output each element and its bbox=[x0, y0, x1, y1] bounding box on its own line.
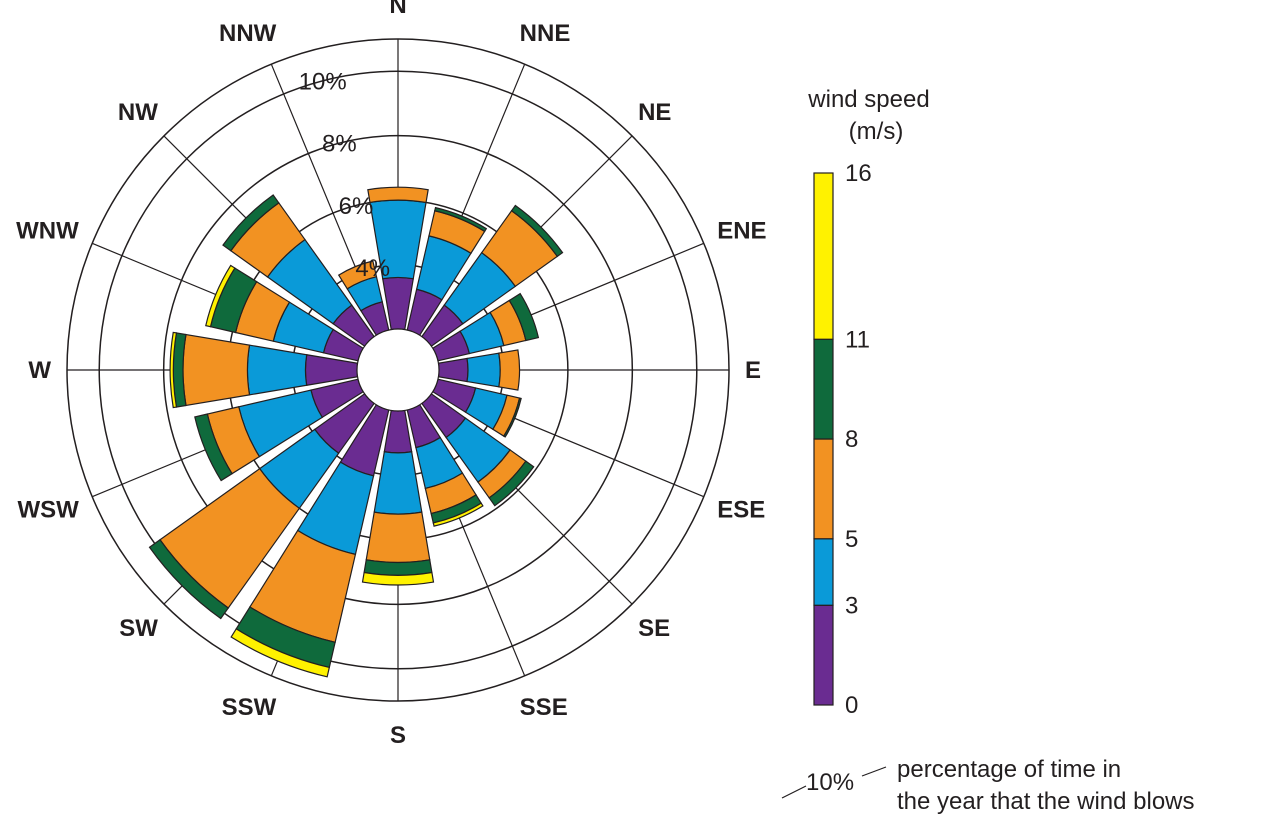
legend-tick-8: 8 bbox=[845, 426, 858, 453]
legend-tick-5: 5 bbox=[845, 526, 858, 553]
petal-wsw-bin-3 bbox=[194, 413, 233, 482]
ring-label-8: 8% bbox=[322, 131, 357, 158]
note-line-1: percentage of time in bbox=[897, 756, 1121, 783]
petal-e-bin-2 bbox=[498, 349, 521, 391]
direction-label-ssw: SSW bbox=[222, 694, 277, 721]
direction-label-nne: NNE bbox=[520, 20, 571, 47]
direction-label-nnw: NNW bbox=[219, 20, 277, 47]
legend-tick-3: 3 bbox=[845, 592, 858, 619]
petal-s-bin-3 bbox=[363, 559, 433, 576]
petal-nw-bin-3 bbox=[222, 194, 280, 252]
petal-ne-bin-3 bbox=[510, 204, 564, 258]
petal-wnw-bin-4 bbox=[205, 264, 236, 328]
petal-sw-bin-3 bbox=[148, 538, 230, 620]
petal-ese-bin-3 bbox=[502, 397, 522, 438]
legend-tick-16: 16 bbox=[845, 160, 872, 187]
petal-s-bin-4 bbox=[361, 571, 435, 586]
ring-label-4: 4% bbox=[355, 255, 390, 282]
direction-label-sw: SW bbox=[119, 615, 158, 642]
petal-s-bin-0 bbox=[383, 409, 413, 454]
petal-se-bin-3 bbox=[488, 460, 535, 507]
center-hub bbox=[356, 328, 440, 412]
petal-w-bin-4 bbox=[169, 331, 178, 409]
ring-label-10: 10% bbox=[299, 68, 347, 95]
direction-label-n: N bbox=[389, 0, 406, 19]
direction-label-ene: ENE bbox=[717, 217, 766, 244]
direction-label-e: E bbox=[745, 357, 761, 384]
petal-sse-bin-4 bbox=[432, 502, 484, 527]
direction-labels: N NNE NE ENE E ESE SE SSE S SSW SW WSW W… bbox=[16, 0, 766, 749]
direction-label-sse: SSE bbox=[520, 694, 568, 721]
legend-title: wind speed bbox=[807, 86, 929, 113]
direction-label-s: S bbox=[390, 722, 406, 749]
petal-ene-bin-3 bbox=[508, 292, 540, 342]
petal-w-bin-1 bbox=[246, 344, 308, 396]
petal-e-bin-0 bbox=[437, 357, 469, 383]
petal-nne-bin-3 bbox=[434, 206, 488, 233]
wind-speed-legend: wind speed (m/s) 0 3 5 8 11 16 bbox=[807, 86, 929, 719]
wind-petals bbox=[148, 186, 564, 678]
direction-label-w: W bbox=[28, 357, 51, 384]
legend-tick-11: 11 bbox=[845, 326, 870, 353]
note-line-2: the year that the wind blows bbox=[897, 788, 1195, 815]
legend-bin-0-3 bbox=[813, 604, 834, 706]
legend-tick-0: 0 bbox=[845, 692, 858, 719]
legend-bin-3-5 bbox=[813, 538, 834, 606]
legend-bin-11-16 bbox=[813, 172, 834, 340]
note-sample-label: 10% bbox=[806, 769, 854, 796]
legend-unit: (m/s) bbox=[849, 118, 904, 145]
percentage-note: 10% percentage of time in the year that … bbox=[781, 756, 1195, 815]
note-arc-right bbox=[861, 766, 887, 777]
direction-label-wnw: WNW bbox=[16, 217, 79, 244]
direction-label-se: SE bbox=[638, 615, 670, 642]
legend-bin-5-8 bbox=[813, 438, 834, 540]
legend-bin-8-11 bbox=[813, 338, 834, 440]
petal-n-bin-2 bbox=[367, 186, 429, 204]
petal-s-bin-2 bbox=[365, 511, 431, 564]
note-arc-left bbox=[781, 785, 807, 799]
petal-e-bin-1 bbox=[466, 352, 501, 388]
petal-w-bin-2 bbox=[182, 333, 251, 407]
direction-label-ese: ESE bbox=[717, 497, 765, 524]
direction-label-nw: NW bbox=[118, 99, 158, 126]
legend-color-bar bbox=[813, 172, 834, 706]
ring-label-6: 6% bbox=[339, 193, 374, 220]
direction-label-ne: NE bbox=[638, 99, 671, 126]
petal-s-bin-1 bbox=[373, 451, 423, 515]
ring-labels: 4% 6% 8% 10% bbox=[299, 68, 390, 282]
petal-ssw-bin-4 bbox=[230, 628, 331, 678]
direction-label-wsw: WSW bbox=[17, 497, 79, 524]
petal-nnw-bin-2 bbox=[337, 260, 378, 290]
